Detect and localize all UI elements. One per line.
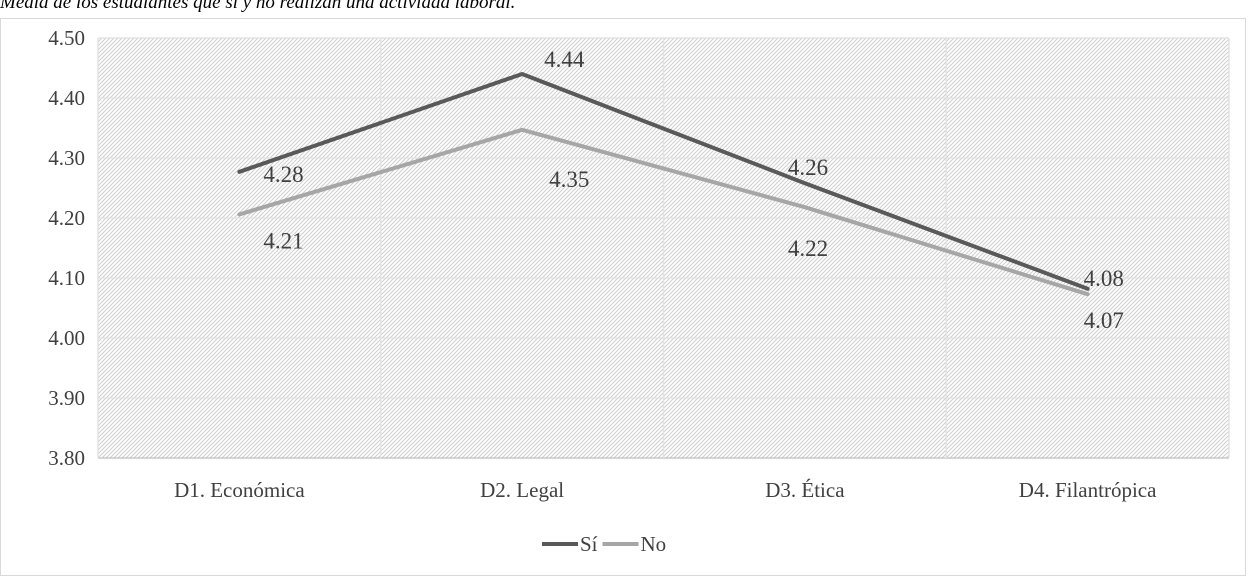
y-tick-label: 4.00 <box>48 326 85 350</box>
data-label-no: 4.22 <box>788 236 828 261</box>
x-tick-label: D4. Filantrópica <box>1019 478 1157 502</box>
series-lines <box>237 72 1090 297</box>
legend: Sí No <box>542 532 666 556</box>
series-line-si <box>237 72 1090 291</box>
data-label-si: 4.26 <box>788 155 828 180</box>
y-tick-label: 4.20 <box>48 206 85 230</box>
x-tick-label: D2. Legal <box>480 478 564 502</box>
y-tick-label: 4.30 <box>48 146 85 170</box>
data-label-si: 4.44 <box>544 47 585 72</box>
y-axis-tick-labels: 3.80 3.90 4.00 4.10 4.20 4.30 4.40 4.50 <box>48 26 85 470</box>
series-line-no <box>237 127 1090 297</box>
x-tick-label: D1. Económica <box>174 478 305 502</box>
data-label-si: 4.28 <box>263 162 303 187</box>
y-tick-label: 3.90 <box>48 386 85 410</box>
chart-frame <box>0 18 1246 576</box>
y-tick-label: 3.80 <box>48 446 85 470</box>
y-tick-label: 4.10 <box>48 266 85 290</box>
data-label-no: 4.07 <box>1084 308 1124 333</box>
data-label-no: 4.21 <box>263 228 303 253</box>
legend-label: Sí <box>580 532 598 556</box>
y-tick-label: 4.50 <box>48 26 85 50</box>
y-tick-label: 4.40 <box>48 86 85 110</box>
data-label-si: 4.08 <box>1084 266 1124 291</box>
x-axis-tick-labels: D1. Económica D2. Legal D3. Ética D4. Filan… <box>174 478 1157 502</box>
figure-caption: Media de los estudiantes que sí y no rea… <box>0 0 516 13</box>
data-label-no: 4.35 <box>549 167 589 192</box>
data-labels: 4.28 4.44 4.26 4.08 4.21 4.35 4.22 4.07 <box>263 47 1124 333</box>
x-tick-label: D3. Ética <box>765 478 845 502</box>
legend-label: No <box>641 532 667 556</box>
